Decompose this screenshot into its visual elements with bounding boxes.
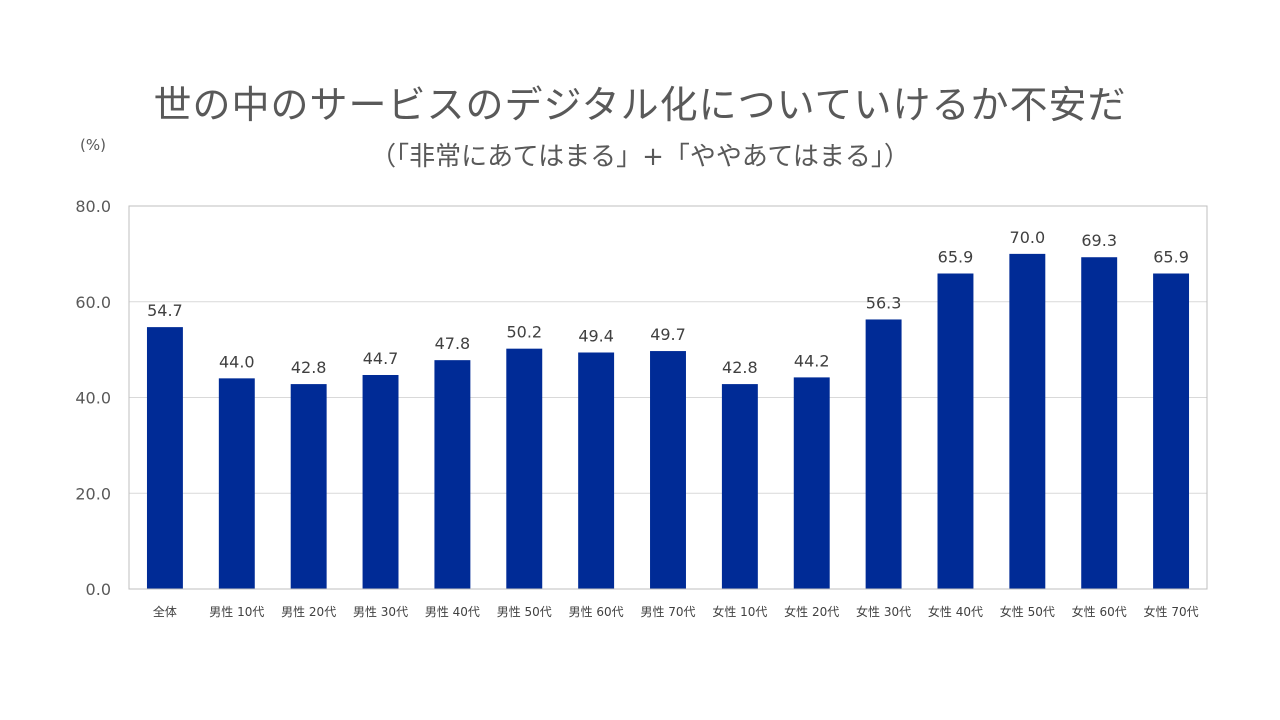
bar: [1153, 273, 1190, 589]
category-label: 男性 70代: [640, 605, 695, 619]
category-label: 全体: [153, 604, 177, 619]
category-label: 男性 40代: [425, 605, 480, 619]
data-label: 49.7: [650, 325, 686, 344]
data-label: 42.8: [291, 358, 327, 377]
data-label: 49.4: [578, 326, 614, 345]
y-tick-label: 80.0: [75, 197, 111, 216]
y-tick-label: 20.0: [75, 484, 111, 503]
data-label: 54.7: [147, 301, 183, 320]
category-label: 女性 40代: [928, 604, 983, 619]
category-label: 女性 50代: [1000, 604, 1055, 619]
data-label: 56.3: [866, 293, 902, 312]
data-label: 47.8: [435, 334, 471, 353]
bar: [146, 327, 183, 589]
category-label: 女性 10代: [712, 604, 767, 619]
data-label: 42.8: [722, 358, 758, 377]
category-label: 男性 60代: [569, 605, 624, 619]
bar: [362, 374, 399, 589]
category-label: 女性 20代: [784, 604, 839, 619]
bar: [650, 351, 686, 589]
y-tick-label: 40.0: [75, 389, 111, 408]
bars: [146, 253, 1190, 589]
y-tick-label: 0.0: [86, 580, 111, 599]
data-label: 50.2: [506, 323, 542, 342]
category-label: 男性 20代: [281, 605, 336, 619]
data-label: 44.7: [363, 349, 399, 368]
bar: [290, 384, 327, 589]
category-label: 男性 30代: [353, 605, 408, 619]
bar: [793, 377, 830, 589]
category-label: 女性 60代: [1072, 604, 1127, 619]
data-labels: 54.7 44.0 42.8 44.7 47.8 50.2 49.4 49.7 42.8 44.2…: [147, 228, 1189, 377]
chart-title: 世の中のサービスのデジタル化についていけるか不安だ: [153, 83, 1127, 127]
data-label: 44.0: [219, 352, 255, 371]
bar: [506, 348, 543, 589]
category-label: 女性 70代: [1144, 604, 1199, 619]
bar: [865, 319, 902, 589]
bar: [1081, 257, 1118, 589]
x-category-labels: 全体 男性 10代 男性 20代 男性 30代 男性 40代 男性 50代 男性 60代 男性…: [153, 604, 1199, 619]
bar: [434, 360, 471, 589]
plot-frame: [128, 205, 1208, 590]
data-label: 70.0: [1010, 228, 1046, 247]
category-label: 女性 30代: [856, 604, 911, 619]
category-label: 男性 10代: [209, 605, 264, 619]
bar: [218, 378, 255, 589]
bar: [578, 352, 615, 589]
bar: [937, 273, 974, 589]
data-label: 65.9: [1153, 248, 1189, 267]
y-axis-unit: (%): [80, 136, 106, 154]
category-label: 男性 50代: [497, 605, 552, 619]
data-label: 65.9: [938, 248, 974, 267]
y-tick-labels: 0.0 20.0 40.0 60.0 80.0: [75, 197, 111, 599]
data-label: 69.3: [1081, 231, 1117, 250]
y-tick-label: 60.0: [75, 293, 111, 312]
bar: [1009, 253, 1046, 589]
data-label: 44.2: [794, 351, 830, 370]
chart-subtitle: （「非常にあてはまる」+「ややあてはまる」）: [370, 142, 910, 172]
bar: [721, 384, 758, 589]
